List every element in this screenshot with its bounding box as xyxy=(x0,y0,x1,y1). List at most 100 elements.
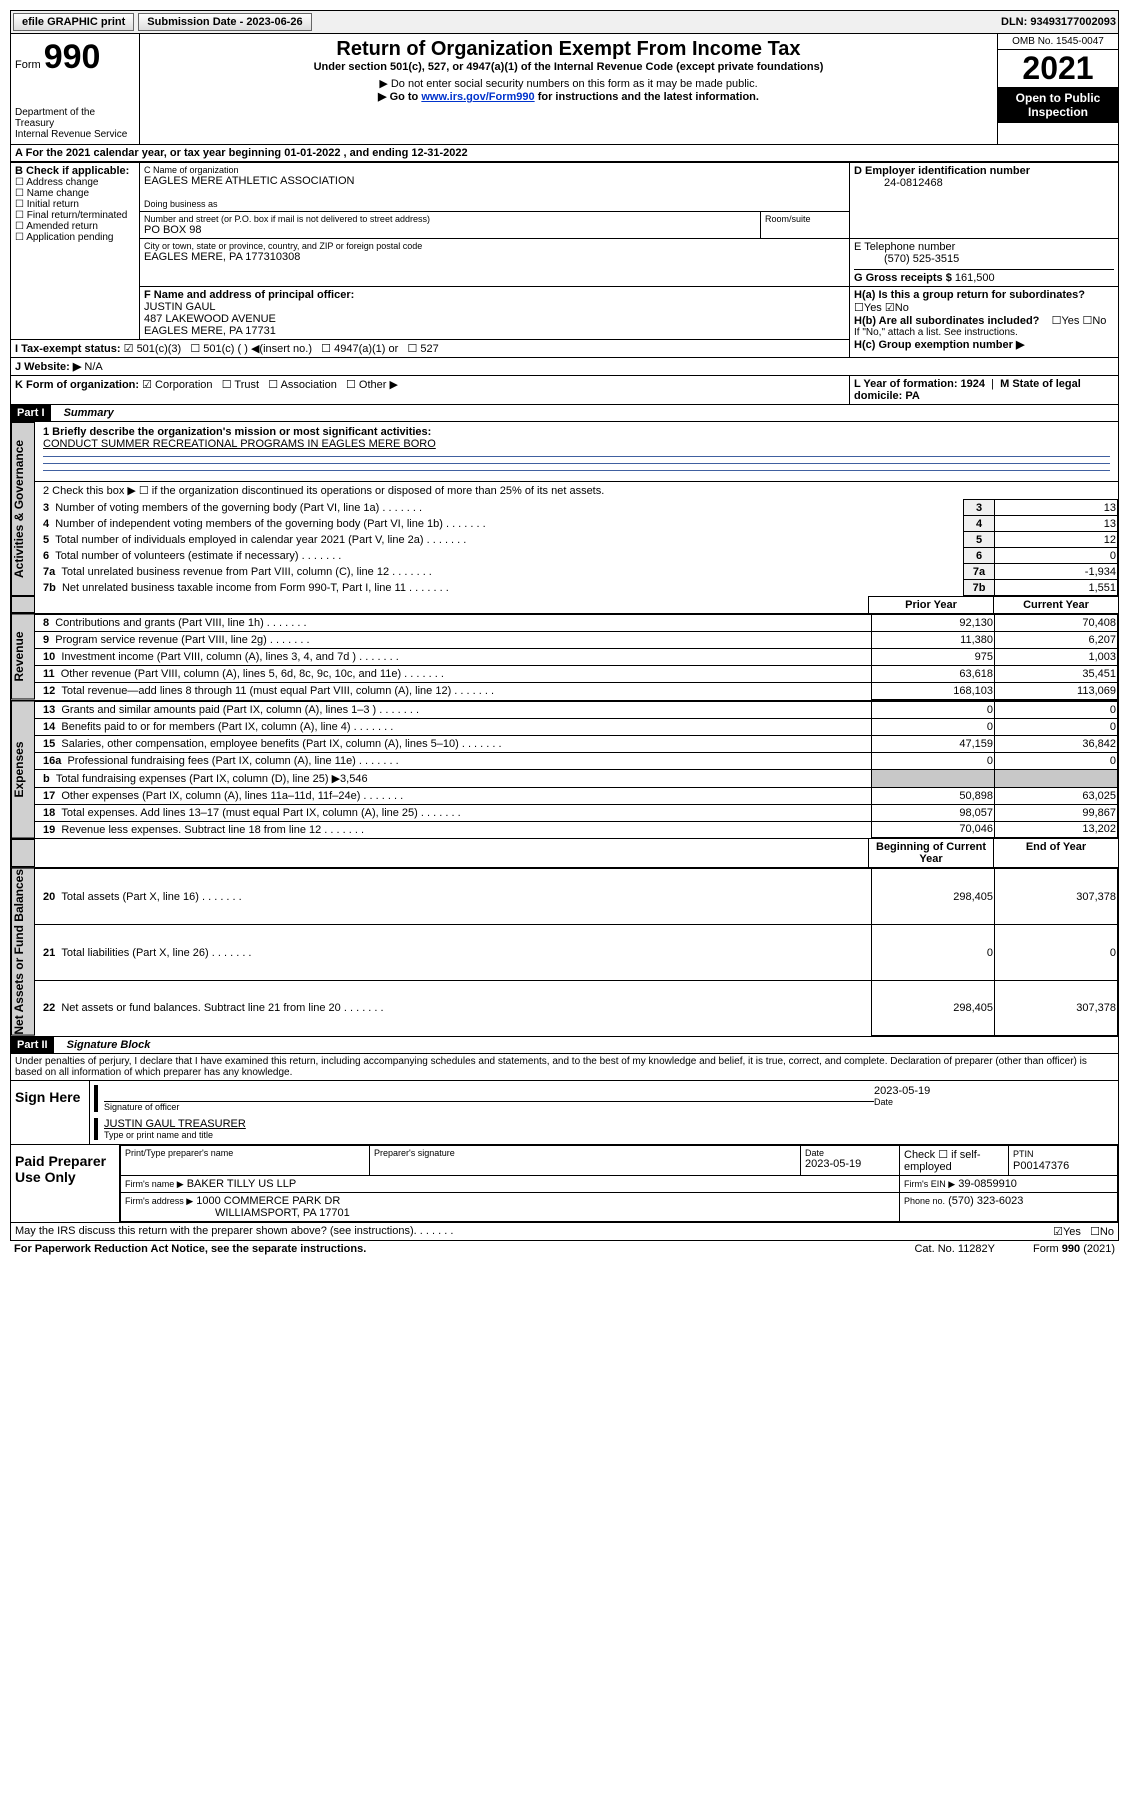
sign-here-label: Sign Here xyxy=(11,1081,90,1144)
vert-netassets: Net Assets or Fund Balances xyxy=(11,868,35,1036)
k-other: Other ▶ xyxy=(359,379,398,391)
penalty-text: Under penalties of perjury, I declare th… xyxy=(10,1054,1119,1081)
hc-label: H(c) Group exemption number ▶ xyxy=(854,339,1024,351)
paperwork-notice: For Paperwork Reduction Act Notice, see … xyxy=(14,1243,366,1255)
ein: 24-0812468 xyxy=(854,177,1114,189)
firm-phone: (570) 323-6023 xyxy=(948,1195,1023,1207)
summary-row: 22 Net assets or fund balances. Subtract… xyxy=(35,981,1118,1035)
i-4947: 4947(a)(1) or xyxy=(334,343,398,355)
part1-header: Part I xyxy=(11,405,51,421)
cat-no: Cat. No. 11282Y xyxy=(914,1243,995,1255)
firm-phone-label: Phone no. xyxy=(904,1196,945,1206)
paid-prep-label: Paid Preparer Use Only xyxy=(11,1145,120,1222)
sig-date-label: Date xyxy=(874,1097,1114,1107)
summary-row: 18 Total expenses. Add lines 13–17 (must… xyxy=(35,804,1118,821)
i-501c3: 501(c)(3) xyxy=(137,343,182,355)
paid-preparer-section: Paid Preparer Use Only Print/Type prepar… xyxy=(10,1145,1119,1223)
firm-name: BAKER TILLY US LLP xyxy=(187,1178,296,1190)
irs-label: Internal Revenue Service xyxy=(15,129,135,140)
sig-date-val: 2023-05-19 xyxy=(874,1085,1114,1097)
summary-row: 7a Total unrelated business revenue from… xyxy=(35,564,1118,580)
pt-date-label: Date xyxy=(805,1148,895,1158)
summary-row: 4 Number of independent voting members o… xyxy=(35,516,1118,532)
i-label: I Tax-exempt status: xyxy=(15,343,121,355)
room-label: Room/suite xyxy=(765,214,845,224)
officer-addr1: 487 LAKEWOOD AVENUE xyxy=(144,313,845,325)
g-label: G Gross receipts $ xyxy=(854,272,952,284)
pt-date-val: 2023-05-19 xyxy=(805,1158,861,1170)
top-bar: efile GRAPHIC print Submission Date - 20… xyxy=(10,10,1119,34)
omb-no: OMB No. 1545-0047 xyxy=(998,34,1118,50)
summary-row: 5 Total number of individuals employed i… xyxy=(35,532,1118,548)
summary-row: 9 Program service revenue (Part VIII, li… xyxy=(35,632,1118,649)
summary-row: 11 Other revenue (Part VIII, column (A),… xyxy=(35,666,1118,683)
part2-header: Part II xyxy=(11,1037,54,1053)
b-checkbox-option[interactable]: ☐ Application pending xyxy=(15,232,135,243)
firm-ein-label: Firm's EIN ▶ xyxy=(904,1179,955,1189)
sign-here-section: Sign Here Signature of officer 2023-05-1… xyxy=(10,1081,1119,1145)
sig-officer-label: Signature of officer xyxy=(104,1102,874,1112)
summary-row: 15 Salaries, other compensation, employe… xyxy=(35,735,1118,752)
open-inspection: Open to Public Inspection xyxy=(998,87,1118,123)
form-footer: Form 990 (2021) xyxy=(995,1243,1115,1255)
c-label: C Name of organization xyxy=(144,165,845,175)
firm-ein: 39-0859910 xyxy=(958,1178,1017,1190)
line1-label: 1 Briefly describe the organization's mi… xyxy=(43,426,431,438)
b-checkbox-option[interactable]: ☐ Name change xyxy=(15,188,135,199)
ptin-val: P00147376 xyxy=(1013,1160,1069,1172)
b-checkbox-option[interactable]: ☐ Initial return xyxy=(15,199,135,210)
officer-addr2: EAGLES MERE, PA 17731 xyxy=(144,325,845,337)
summary-row: 20 Total assets (Part X, line 16) 298,40… xyxy=(35,869,1118,925)
firm-name-label: Firm's name ▶ xyxy=(125,1179,184,1189)
city-label: City or town, state or province, country… xyxy=(144,241,845,251)
dept-treasury: Department of the Treasury xyxy=(15,107,135,129)
hb-label: H(b) Are all subordinates included? xyxy=(854,315,1039,327)
form-number: 990 xyxy=(44,38,101,76)
vert-revenue: Revenue xyxy=(11,614,35,700)
irs-link[interactable]: www.irs.gov/Form990 xyxy=(421,91,534,103)
discuss-label: May the IRS discuss this return with the… xyxy=(15,1225,414,1238)
summary-row: b Total fundraising expenses (Part IX, c… xyxy=(35,769,1118,787)
form-title: Return of Organization Exempt From Incom… xyxy=(144,38,993,61)
col-begin: Beginning of Current Year xyxy=(868,839,993,867)
k-trust: Trust xyxy=(234,379,259,391)
tax-year-line: A For the 2021 calendar year, or tax yea… xyxy=(10,145,1119,162)
summary-row: 13 Grants and similar amounts paid (Part… xyxy=(35,701,1118,718)
i-501c: 501(c) ( ) ◀(insert no.) xyxy=(203,343,312,355)
ptin-label: PTIN xyxy=(1013,1149,1034,1159)
submission-date-btn[interactable]: Submission Date - 2023-06-26 xyxy=(138,13,311,31)
summary-row: 10 Investment income (Part VIII, column … xyxy=(35,649,1118,666)
summary-row: 6 Total number of volunteers (estimate i… xyxy=(35,548,1118,564)
mission-text: CONDUCT SUMMER RECREATIONAL PROGRAMS IN … xyxy=(43,438,436,450)
b-checkbox-option[interactable]: ☐ Amended return xyxy=(15,221,135,232)
b-label: B Check if applicable: xyxy=(15,165,135,177)
firm-addr1: 1000 COMMERCE PARK DR xyxy=(196,1195,340,1207)
phone: (570) 525-3515 xyxy=(854,253,1114,265)
firm-addr-label: Firm's address ▶ xyxy=(125,1196,193,1206)
vert-expenses: Expenses xyxy=(11,701,35,839)
b-checkbox-option[interactable]: ☐ Final return/terminated xyxy=(15,210,135,221)
form-header: Form 990 Department of the Treasury Inte… xyxy=(10,34,1119,145)
j-label: J Website: ▶ xyxy=(15,361,81,373)
summary-row: 7b Net unrelated business taxable income… xyxy=(35,580,1118,596)
website: N/A xyxy=(84,361,102,373)
col-end: End of Year xyxy=(993,839,1118,867)
b-checkbox-option[interactable]: ☐ Address change xyxy=(15,177,135,188)
officer-name: JUSTIN GAUL xyxy=(144,301,845,313)
dba-label: Doing business as xyxy=(144,199,845,209)
pt-name-label: Print/Type preparer's name xyxy=(125,1148,365,1158)
hb-note: If "No," attach a list. See instructions… xyxy=(854,327,1114,338)
summary-row: 17 Other expenses (Part IX, column (A), … xyxy=(35,787,1118,804)
l-label: L Year of formation: 1924 xyxy=(854,378,985,390)
summary-row: 12 Total revenue—add lines 8 through 11 … xyxy=(35,683,1118,700)
efile-btn[interactable]: efile GRAPHIC print xyxy=(13,13,134,31)
summary-row: 3 Number of voting members of the govern… xyxy=(35,500,1118,516)
note-ssn: ▶ Do not enter social security numbers o… xyxy=(144,77,993,90)
form-word: Form xyxy=(15,59,41,71)
line2: 2 Check this box ▶ ☐ if the organization… xyxy=(35,482,1118,499)
tax-year: 2021 xyxy=(998,50,1118,87)
note-goto-post: for instructions and the latest informat… xyxy=(535,91,759,103)
k-corp: Corporation xyxy=(155,379,212,391)
firm-addr2: WILLIAMSPORT, PA 17701 xyxy=(125,1207,350,1219)
city-value: EAGLES MERE, PA 177310308 xyxy=(144,251,845,263)
